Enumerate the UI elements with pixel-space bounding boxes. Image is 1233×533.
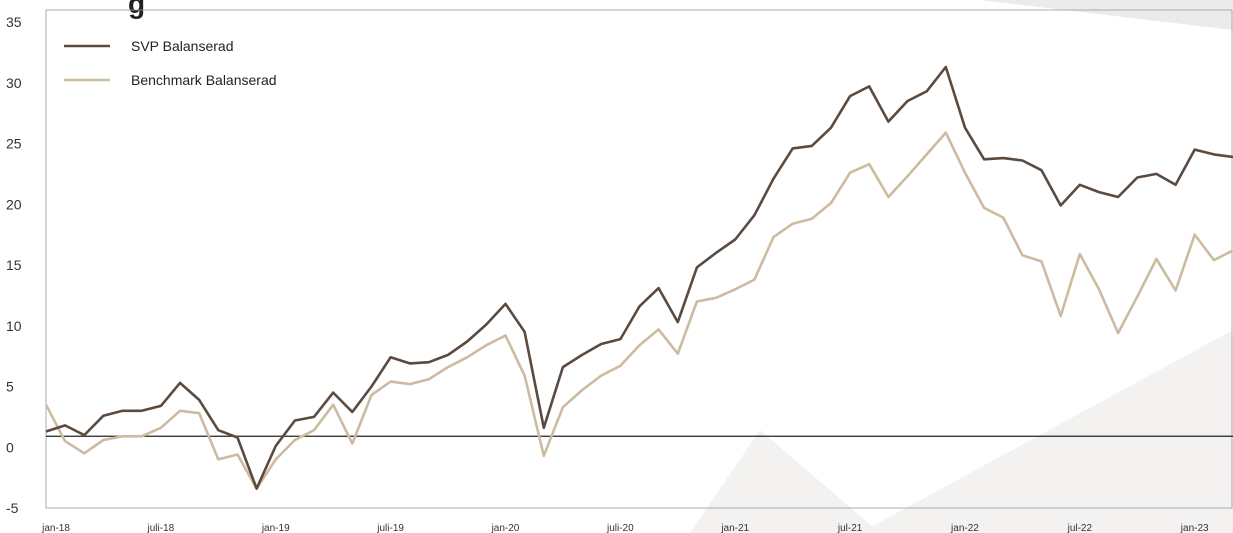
y-tick-label: 10 xyxy=(6,318,22,334)
y-tick-label: 25 xyxy=(6,136,22,152)
series-line-benchmark-balanserad xyxy=(44,131,1233,490)
x-tick-label: jul-22 xyxy=(1067,523,1093,533)
x-tick-label: juli-20 xyxy=(606,523,634,533)
legend: SVP Balanserad Benchmark Balanserad xyxy=(64,38,277,88)
x-tick-label: juli-19 xyxy=(376,523,404,533)
series-layer xyxy=(44,65,1233,490)
x-tick-label: jan-19 xyxy=(261,523,290,533)
y-tick-label: -5 xyxy=(6,500,19,516)
y-axis: -5 0 5 10 15 20 25 30 35 xyxy=(6,14,22,516)
x-tick-label: juli-18 xyxy=(147,523,175,533)
legend-label-svp-balanserad: SVP Balanserad xyxy=(131,38,233,54)
chart-title-fragment: g xyxy=(128,0,145,19)
x-tick-label: jan-23 xyxy=(1180,523,1209,533)
x-tick-label: jan-22 xyxy=(950,523,979,533)
x-tick-label: jan-20 xyxy=(491,523,520,533)
legend-label-benchmark-balanserad: Benchmark Balanserad xyxy=(131,72,277,88)
y-tick-label: 20 xyxy=(6,196,22,212)
plot-frame xyxy=(45,9,1233,509)
y-tick-label: 30 xyxy=(6,75,22,91)
y-tick-label: 0 xyxy=(6,439,14,455)
y-tick-label: 5 xyxy=(6,379,14,395)
plot-border xyxy=(45,9,1233,509)
y-tick-label: 15 xyxy=(6,257,22,273)
y-tick-label: 35 xyxy=(6,14,22,30)
x-axis: jan-18 juli-18 jan-19 juli-19 jan-20 juli-20 j… xyxy=(41,523,1209,533)
x-tick-label: jul-21 xyxy=(837,523,863,533)
x-tick-label: jan-18 xyxy=(41,523,70,533)
series-line-svp-balanserad xyxy=(45,65,1233,490)
x-tick-label: jan-21 xyxy=(720,523,749,533)
